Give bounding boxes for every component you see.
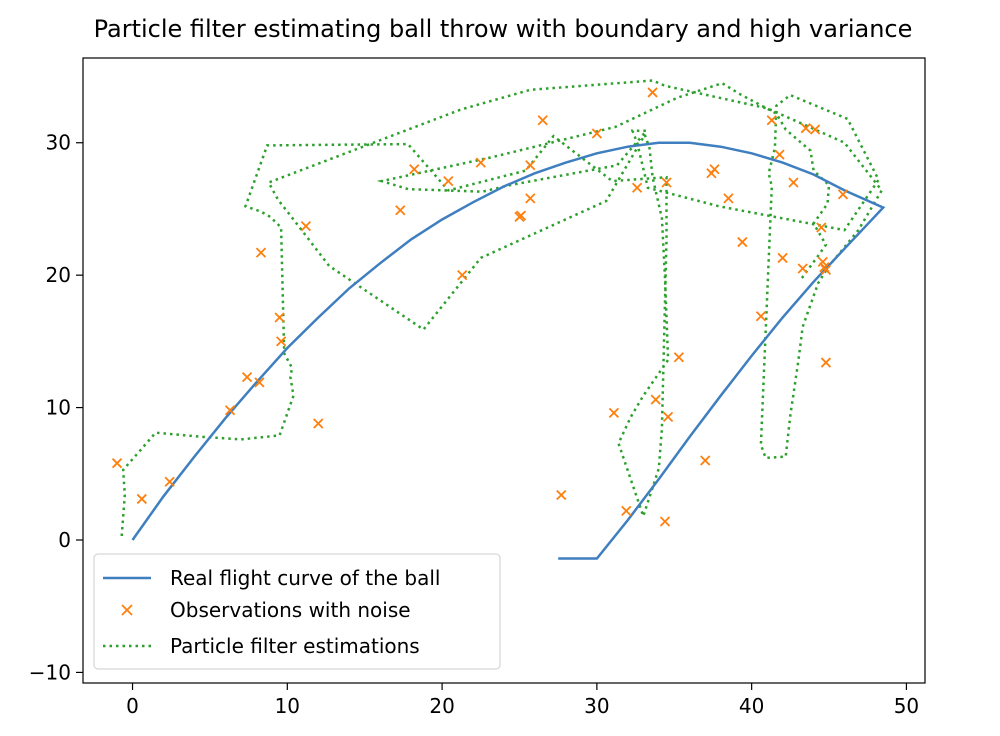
observation-point [241,371,253,383]
observation-point [800,123,811,134]
observation-point [254,377,265,388]
observation-point [809,124,821,135]
observation-point [525,193,536,204]
legend-real-label: Real flight curve of the ball [170,566,440,590]
plot-frame [82,57,926,684]
chart-title: Particle filter estimating ball throw wi… [94,15,913,43]
plot-area [111,79,886,560]
observation-point [274,312,285,323]
observation-point [475,157,486,168]
observation-point [621,505,632,516]
observation-point [737,236,748,248]
observation-point [591,128,603,139]
observation-point [659,516,671,527]
observation-point [647,87,658,98]
legend-pf-label: Particle filter estimations [170,634,420,658]
observation-point [820,264,832,276]
observation-point [816,222,827,233]
observation-point [275,336,287,347]
observation-point [661,177,672,188]
observation-point [164,476,175,487]
observation-point [650,394,661,405]
observation-point [224,405,236,416]
observation-point [313,418,324,429]
observation-point [777,252,788,264]
observation-point [395,205,406,216]
observation-point [723,193,734,204]
observation-point [662,411,674,422]
observation-point [608,407,620,419]
observation-point [111,458,123,469]
axes: 0 10 20 30 40 50 −10 0 10 20 30 [29,131,919,718]
observation-point [709,164,720,175]
x-tick-label: 50 [894,694,919,718]
observation-point [631,182,643,193]
x-tick-label: 20 [429,694,454,718]
observation-point [255,247,267,258]
observation-point [556,489,567,501]
observation-point [300,221,312,232]
observation-point [457,270,468,281]
observation-point [409,164,420,175]
y-tick-label: 10 [46,396,71,420]
y-tick-label: 30 [46,131,71,155]
x-tick-label: 0 [126,694,139,718]
y-tick-label: −10 [29,660,71,684]
observation-point [755,311,767,322]
observation-point [820,357,832,368]
observation-point [700,455,711,466]
series-particle-filter-line [120,79,884,537]
observation-point [136,493,147,505]
x-tick-label: 30 [584,694,609,718]
observation-point [817,256,828,268]
observation-point [537,115,548,126]
series-real-flight-line [131,141,886,560]
observation-point [837,189,849,200]
legend-obs-label: Observations with noise [170,598,411,622]
y-tick-label: 20 [46,263,71,287]
legend-obs-swatch [121,604,133,616]
observation-point [673,352,685,363]
x-tick-label: 10 [275,694,300,718]
observation-point [525,160,536,171]
observation-point [797,263,808,274]
legend-box [93,553,501,670]
observation-point [443,176,454,187]
observation-point [515,210,527,221]
observation-point [766,115,777,126]
observation-point [774,149,785,160]
y-tick-label: 0 [58,528,71,552]
observation-point [788,177,799,188]
x-tick-label: 40 [739,694,764,718]
legend: Real flight curve of the ball Observatio… [93,553,501,670]
